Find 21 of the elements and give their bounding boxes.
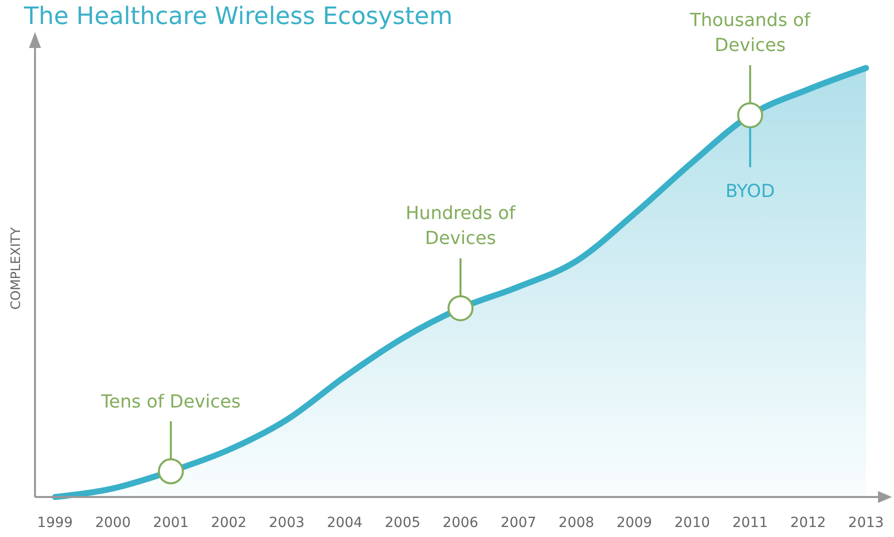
annotation: Tens of Devices bbox=[100, 391, 241, 412]
annotation: Hundreds of Devices bbox=[406, 203, 516, 250]
x-tick-label: 2007 bbox=[500, 515, 536, 531]
x-tick-label: 1999 bbox=[37, 515, 73, 531]
x-tick-label: 2012 bbox=[790, 515, 826, 531]
x-tick-label: 2011 bbox=[732, 515, 768, 531]
x-tick-label: 2004 bbox=[326, 515, 363, 531]
x-tick-label: 2000 bbox=[95, 515, 131, 531]
x-tick-label: 2008 bbox=[558, 515, 594, 531]
x-tick-label: 2013 bbox=[848, 515, 884, 531]
chart-title: The Healthcare Wireless Ecosystem bbox=[23, 2, 453, 30]
x-tick-label: 2009 bbox=[616, 515, 652, 531]
x-tick-label: 2001 bbox=[153, 515, 189, 531]
x-tick-label: 2010 bbox=[674, 515, 710, 531]
x-tick-label: 2002 bbox=[210, 515, 247, 531]
text: Thousands of Devices bbox=[688, 10, 812, 56]
annotation: BYOD bbox=[725, 181, 775, 202]
y-axis-title: COMPLEXITY bbox=[9, 227, 24, 310]
x-tick-label: 2006 bbox=[442, 515, 478, 531]
x-tick-label: 2005 bbox=[384, 515, 420, 531]
x-tick-label: 2003 bbox=[268, 515, 305, 531]
